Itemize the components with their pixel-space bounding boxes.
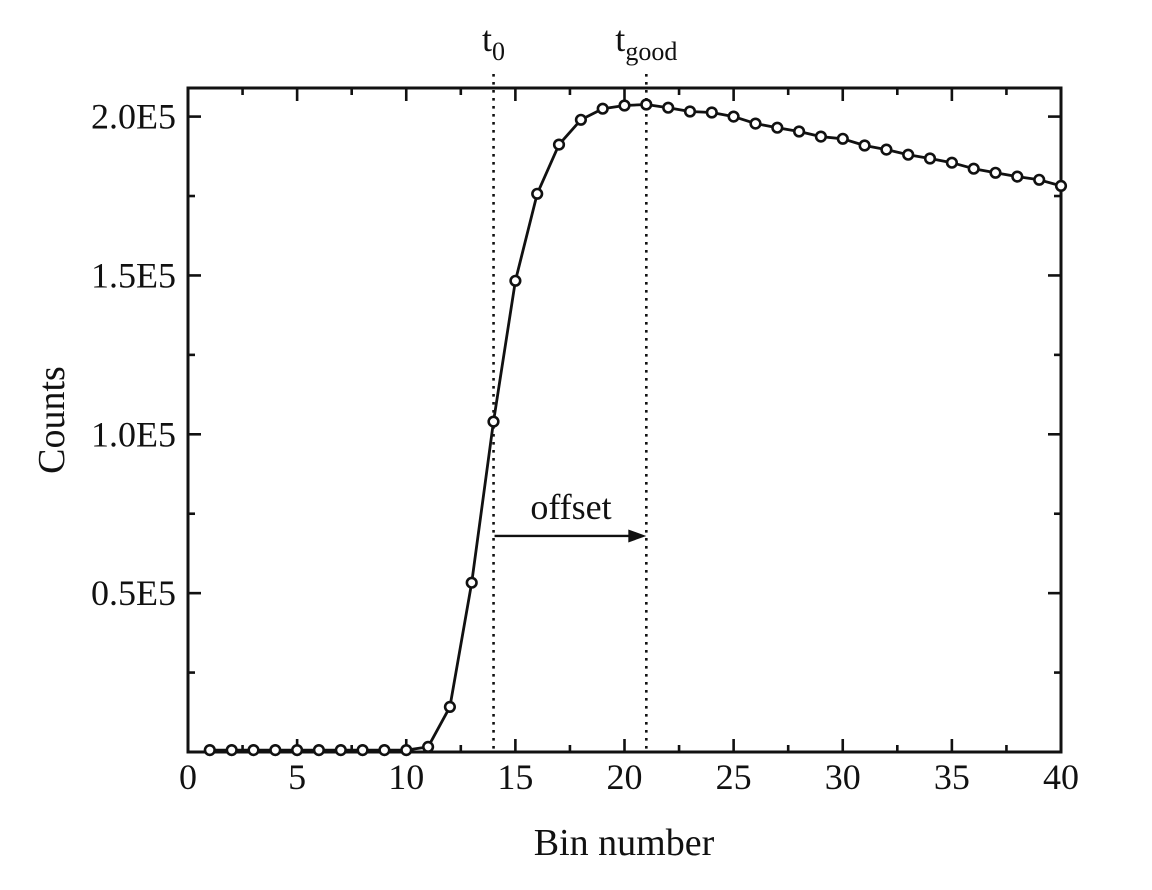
- data-point: [836, 132, 849, 145]
- data-point: [814, 130, 828, 143]
- x-tick-label: 15: [497, 757, 533, 797]
- tgood-main: t: [615, 19, 626, 59]
- data-point: [465, 576, 478, 589]
- data-point: [945, 156, 959, 169]
- offset-annotation-label: offset: [530, 487, 612, 527]
- x-axis-title: Bin number: [533, 822, 715, 864]
- y-tick-label: 1.0E5: [91, 414, 176, 454]
- data-point: [1011, 170, 1024, 183]
- x-tick-label: 35: [934, 757, 970, 797]
- data-point: [858, 139, 871, 152]
- data-point: [880, 143, 893, 156]
- y-tick-label: 2.0E5: [91, 97, 176, 137]
- data-point: [902, 148, 915, 161]
- plot-frame: [186, 86, 1063, 754]
- data-point: [683, 105, 697, 118]
- data-point: [705, 106, 718, 119]
- data-point: [531, 187, 544, 200]
- tgood-annotation-label: tgood: [615, 18, 677, 65]
- x-tick-label: 5: [288, 757, 306, 797]
- data-point: [400, 743, 413, 757]
- data-point: [203, 743, 216, 757]
- data-point: [1033, 173, 1046, 186]
- data-point: [618, 99, 631, 112]
- data-point: [792, 125, 806, 138]
- x-tick-label: 10: [388, 757, 424, 797]
- data-point: [727, 110, 740, 123]
- data-point: [247, 743, 260, 757]
- data-point: [487, 415, 500, 428]
- data-point: [989, 166, 1002, 179]
- data-point: [269, 743, 282, 757]
- data-point: [552, 138, 566, 151]
- data-point: [662, 101, 675, 114]
- x-tick-label: 25: [716, 757, 752, 797]
- t0-annotation-label: t0: [482, 18, 505, 65]
- data-point: [749, 117, 762, 130]
- t0-main: t: [482, 19, 493, 59]
- data-point: [771, 121, 784, 134]
- data-point: [509, 274, 522, 287]
- data-point: [334, 743, 347, 757]
- data-point: [596, 102, 609, 115]
- data-point: [574, 113, 588, 126]
- x-tick-label: 0: [179, 757, 197, 797]
- data-point: [640, 98, 653, 111]
- data-point: [378, 743, 391, 757]
- data-point: [356, 743, 369, 757]
- tgood-subscript: good: [625, 37, 678, 66]
- offset-arrowhead: [628, 529, 647, 543]
- data-series-line: [209, 103, 1062, 752]
- data-point: [225, 743, 238, 757]
- data-point: [967, 162, 980, 175]
- y-tick-label: 0.5E5: [91, 573, 176, 613]
- x-tick-label: 40: [1043, 757, 1079, 797]
- data-point: [1054, 179, 1068, 192]
- t0-subscript: 0: [492, 37, 506, 66]
- x-tick-label: 30: [825, 757, 861, 797]
- y-axis-title: Counts: [31, 366, 73, 474]
- data-point: [291, 743, 304, 757]
- x-tick-label: 20: [607, 757, 643, 797]
- y-tick-label: 1.5E5: [91, 255, 176, 295]
- data-point: [422, 740, 435, 754]
- data-point: [312, 743, 326, 757]
- data-point: [443, 700, 457, 714]
- data-point: [923, 152, 937, 165]
